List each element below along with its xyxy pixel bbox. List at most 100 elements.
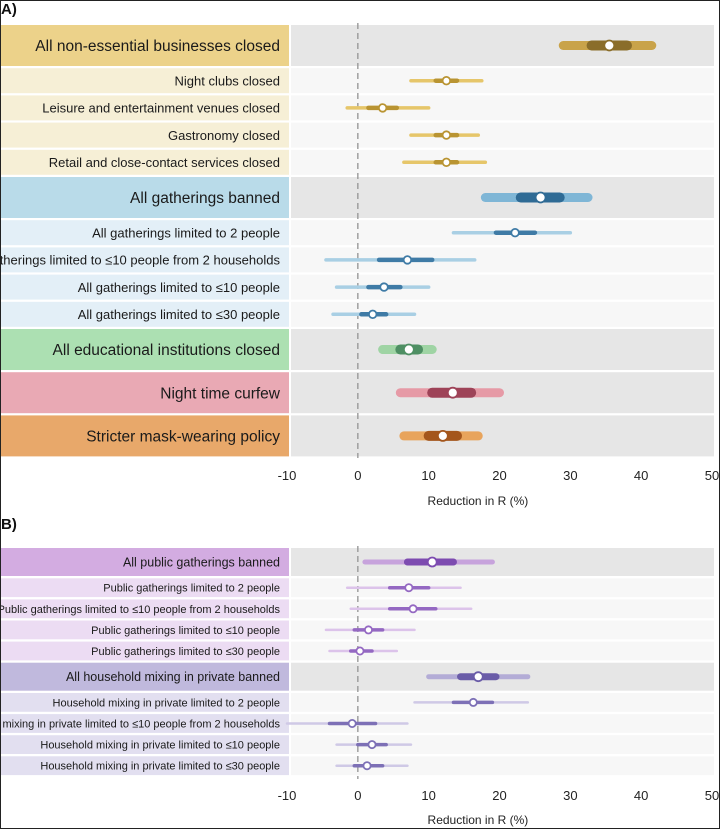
row-label: Retail and close-contact services closed <box>49 155 280 170</box>
x-tick-label: 0 <box>354 468 361 483</box>
row-label: All gatherings limited to ≤10 people <box>78 280 280 295</box>
row-plot-background <box>291 548 714 576</box>
panel-b: B) All public gatherings banned Public gat… <box>0 516 719 827</box>
x-tick-label: 50 <box>705 788 719 803</box>
row-label: Night clubs closed <box>175 73 281 88</box>
point-estimate <box>355 646 365 656</box>
row-label-background <box>0 149 289 175</box>
row-public-gatherings-limited-to-le-10-people: Public gatherings limited to ≤10 people <box>0 620 714 640</box>
point-estimate <box>436 429 449 442</box>
row-label: Household mixing in private limited to ≤… <box>0 718 280 730</box>
row-label-background <box>0 641 289 661</box>
x-tick-label: 10 <box>421 468 435 483</box>
row-gastronomy-closed: Gastronomy closed <box>0 122 714 148</box>
x-tick-label: 20 <box>492 788 506 803</box>
row-plot-background <box>291 714 714 733</box>
point-estimate <box>368 309 378 319</box>
row-label: Stricter mask-wearing policy <box>86 428 280 445</box>
row-label-background <box>0 274 289 300</box>
row-label-background <box>0 329 289 370</box>
estimate-all-gatherings-limited-to-le-10-people-from-2-households <box>324 255 477 265</box>
estimate-stricter-mask-wearing-policy <box>399 429 483 442</box>
row-household-mixing-in-private-limited-to-le-10-people: Household mixing in private limited to ≤… <box>0 735 714 754</box>
row-label: Leisure and entertainment venues closed <box>42 101 280 116</box>
row-label: All gatherings limited to ≤30 people <box>78 307 280 322</box>
row-label: All household mixing in private banned <box>66 670 280 684</box>
row-label: All non-essential businesses closed <box>35 38 280 55</box>
estimate-household-mixing-in-private-limited-to-2-people <box>413 697 530 707</box>
row-label-background <box>0 693 289 712</box>
point-estimate <box>534 191 547 204</box>
point-estimate <box>404 583 414 593</box>
point-estimate <box>468 697 478 707</box>
estimate-household-mixing-in-private-limited-to-le-30-people <box>335 761 409 771</box>
estimate-all-gatherings-limited-to-le-10-people <box>334 282 431 292</box>
row-label: Public gatherings limited to ≤30 people <box>91 646 280 658</box>
row-label-background <box>0 714 289 733</box>
estimate-household-mixing-in-private-limited-to-le-10-people-from-2-households <box>285 719 409 729</box>
row-label-background <box>0 662 289 691</box>
row-all-gatherings-banned: All gatherings banned <box>0 177 714 218</box>
row-plot-background <box>291 415 714 457</box>
x-tick-label: 50 <box>705 468 719 483</box>
x-tick-label: 20 <box>492 468 506 483</box>
point-estimate <box>363 625 373 635</box>
row-plot-background <box>291 149 714 175</box>
estimate-public-gatherings-limited-to-2-people <box>345 583 462 593</box>
row-plot-background <box>291 329 714 370</box>
row-plot-background <box>291 641 714 661</box>
row-retail-and-close-contact-services-closed: Retail and close-contact services closed <box>0 149 714 175</box>
row-public-gatherings-limited-to-2-people: Public gatherings limited to 2 people <box>0 578 714 598</box>
x-axis-label: Reduction in R (%) <box>428 813 529 827</box>
point-estimate <box>402 343 415 356</box>
estimate-night-clubs-closed <box>409 75 484 86</box>
row-label-background <box>0 599 289 619</box>
x-axis-label: Reduction in R (%) <box>428 494 529 508</box>
row-plot-background <box>291 68 714 94</box>
row-night-time-curfew: Night time curfew <box>0 372 714 414</box>
row-all-gatherings-limited-to-2-people: All gatherings limited to 2 people <box>0 220 714 246</box>
row-label-background <box>0 735 289 754</box>
point-estimate <box>441 157 452 167</box>
x-tick-label: 40 <box>634 468 648 483</box>
row-label: All gatherings limited to ≤10 people fro… <box>0 253 280 268</box>
x-tick-label: 30 <box>563 788 577 803</box>
x-tick-label: 40 <box>634 788 648 803</box>
row-household-mixing-in-private-limited-to-2-people: Household mixing in private limited to 2… <box>0 693 714 712</box>
row-label-background <box>0 122 289 148</box>
estimate-all-educational-institutions-closed <box>378 343 437 356</box>
row-all-educational-institutions-closed: All educational institutions closed <box>0 329 714 370</box>
row-plot-background <box>291 122 714 148</box>
row-label-background <box>0 415 289 457</box>
row-plot-background <box>291 599 714 619</box>
point-estimate <box>377 103 388 113</box>
x-tick-label: 30 <box>563 468 577 483</box>
estimate-all-household-mixing-in-private-banned <box>426 671 531 683</box>
point-estimate <box>472 671 484 683</box>
row-label-background <box>0 372 289 414</box>
row-label: Public gatherings limited to ≤10 people <box>91 625 280 637</box>
estimate-gastronomy-closed <box>409 130 480 140</box>
row-label: All educational institutions closed <box>53 342 280 359</box>
point-estimate <box>402 255 413 265</box>
row-plot-background <box>291 578 714 598</box>
point-estimate <box>446 386 459 399</box>
row-label: Household mixing in private limited to 2… <box>53 697 280 709</box>
estimate-public-gatherings-limited-to-le-10-people <box>324 625 416 635</box>
point-estimate <box>603 39 616 52</box>
row-leisure-and-entertainment-venues-closed: Leisure and entertainment venues closed <box>0 95 714 121</box>
row-label-background <box>0 68 289 94</box>
row-plot-background <box>291 620 714 640</box>
row-all-gatherings-limited-to-le-10-people-from-2-households: All gatherings limited to ≤10 people fro… <box>0 247 714 273</box>
point-estimate <box>426 556 438 568</box>
point-estimate <box>441 75 452 86</box>
row-all-household-mixing-in-private-banned: All household mixing in private banned <box>0 662 714 691</box>
row-household-mixing-in-private-limited-to-le-10-people-from-2-households: Household mixing in private limited to ≤… <box>0 714 714 733</box>
x-tick-label: 0 <box>354 788 361 803</box>
row-all-gatherings-limited-to-le-30-people: All gatherings limited to ≤30 people <box>0 301 714 327</box>
estimate-public-gatherings-limited-to-le-10-people-from-2-households <box>349 604 473 614</box>
row-label-background <box>0 756 289 776</box>
row-label-background <box>0 220 289 246</box>
estimate-all-gatherings-banned <box>480 191 593 204</box>
